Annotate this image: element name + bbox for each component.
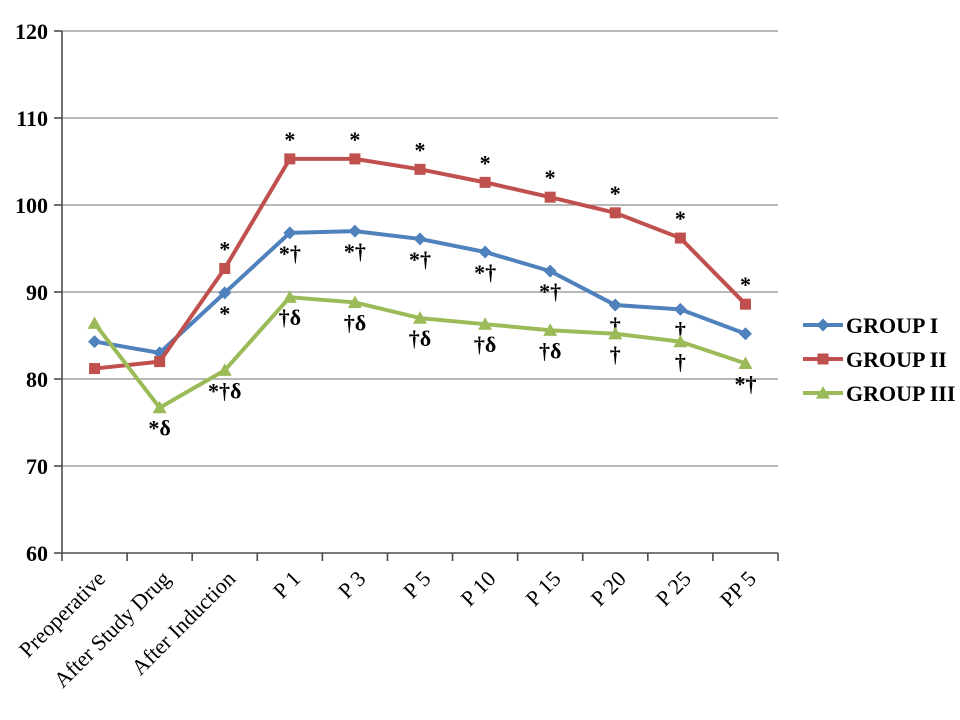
data-point-marker bbox=[283, 226, 297, 240]
significance-annotation: * bbox=[480, 150, 491, 175]
significance-annotation: *† bbox=[344, 239, 366, 264]
data-point-marker bbox=[414, 163, 426, 175]
data-point-marker bbox=[544, 191, 556, 203]
significance-annotation: *† bbox=[409, 247, 431, 272]
significance-annotation: *† bbox=[734, 371, 756, 396]
significance-annotation: * bbox=[740, 272, 751, 297]
legend-label: GROUP II bbox=[846, 347, 947, 372]
y-axis-label-70: 70 bbox=[26, 454, 48, 479]
significance-annotation: * bbox=[415, 137, 426, 162]
series-group-1-group-i: * *† *† *† *† *† † † bbox=[88, 224, 752, 360]
significance-annotation: †δ bbox=[279, 305, 301, 330]
significance-annotation: † bbox=[610, 313, 621, 338]
data-point-marker bbox=[347, 295, 362, 309]
data-point-marker bbox=[152, 400, 167, 414]
data-point-marker bbox=[609, 207, 621, 219]
significance-annotation: *†δ bbox=[208, 378, 241, 403]
legend: GROUP I GROUP II GROUP III bbox=[803, 313, 955, 406]
x-axis-label-6: P 5 bbox=[398, 566, 435, 603]
axes bbox=[54, 30, 779, 561]
data-point-marker bbox=[218, 286, 232, 300]
data-point-marker bbox=[217, 363, 232, 376]
significance-annotation: * bbox=[610, 181, 621, 206]
legend-label: GROUP III bbox=[846, 381, 955, 406]
data-point-marker bbox=[478, 245, 492, 259]
significance-annotation: †δ bbox=[409, 326, 431, 351]
significance-annotation: *† bbox=[474, 260, 496, 285]
significance-annotation: †δ bbox=[344, 310, 366, 335]
x-axis-label-7: P 10 bbox=[455, 566, 500, 611]
data-point-marker bbox=[543, 323, 558, 336]
data-point-marker bbox=[89, 363, 101, 375]
legend-item-group-ii: GROUP II bbox=[803, 347, 947, 372]
significance-annotation: * bbox=[349, 127, 360, 152]
significance-annotation: † bbox=[675, 350, 686, 375]
x-axis-label-8: P 15 bbox=[521, 566, 566, 611]
y-axis-label-110: 110 bbox=[16, 106, 48, 131]
significance-annotation: *† bbox=[539, 279, 561, 304]
series-group-3-group-iii: *δ*†δ†δ †δ†δ †δ †δ † †*† bbox=[87, 290, 756, 441]
legend-marker bbox=[816, 318, 830, 332]
y-axis-label-120: 120 bbox=[15, 19, 48, 44]
y-axis-label-100: 100 bbox=[15, 193, 48, 218]
significance-annotation: † bbox=[675, 317, 686, 342]
significance-annotation: * bbox=[219, 301, 230, 326]
significance-annotation: *δ bbox=[148, 416, 170, 441]
significance-annotation: † bbox=[610, 342, 621, 367]
data-point-marker bbox=[608, 298, 622, 312]
x-axis-label-11: PP 5 bbox=[715, 566, 761, 612]
significance-annotation: * bbox=[675, 206, 686, 231]
data-point-marker bbox=[673, 302, 687, 316]
data-point-marker bbox=[543, 264, 557, 278]
data-point-marker bbox=[478, 317, 493, 330]
data-point-marker bbox=[673, 334, 688, 348]
x-axis-label-5: P 3 bbox=[333, 566, 370, 603]
x-axis-label-9: P 20 bbox=[586, 566, 631, 611]
data-point-marker bbox=[87, 316, 102, 329]
significance-annotation: *† bbox=[279, 241, 301, 266]
gridlines bbox=[62, 30, 778, 467]
y-axis-label-80: 80 bbox=[26, 367, 48, 392]
y-axis-label-90: 90 bbox=[26, 280, 48, 305]
y-axis-labels: 60 70 80 90 100 110 120 bbox=[15, 19, 48, 566]
data-point-marker bbox=[413, 311, 427, 324]
significance-annotation: * bbox=[545, 165, 556, 190]
data-point-marker bbox=[348, 224, 362, 238]
data-point-marker bbox=[739, 298, 751, 310]
data-point-marker bbox=[282, 290, 297, 303]
legend-item-group-iii: GROUP III bbox=[803, 381, 955, 406]
data-point-marker bbox=[674, 232, 686, 244]
legend-item-group-i: GROUP I bbox=[803, 313, 938, 338]
data-point-marker bbox=[154, 356, 166, 368]
significance-annotation: * bbox=[284, 127, 295, 152]
data-point-marker bbox=[479, 176, 491, 188]
legend-marker bbox=[817, 353, 829, 365]
data-point-marker bbox=[738, 356, 753, 369]
y-axis-label-60: 60 bbox=[26, 541, 48, 566]
data-point-marker bbox=[413, 232, 427, 246]
legend-label: GROUP I bbox=[846, 313, 938, 338]
data-point-marker bbox=[284, 153, 296, 165]
significance-annotation: †δ bbox=[474, 332, 496, 357]
data-point-marker bbox=[738, 327, 752, 341]
legend-marker bbox=[816, 386, 830, 399]
significance-annotation: †δ bbox=[539, 338, 561, 363]
x-axis-label-2: After Study Drug bbox=[49, 566, 176, 693]
data-point-marker bbox=[608, 326, 623, 340]
x-axis-label-4: P 1 bbox=[268, 566, 305, 603]
data-point-marker bbox=[88, 335, 102, 349]
data-point-marker bbox=[219, 263, 231, 275]
x-axis-label-10: P 25 bbox=[651, 566, 696, 611]
significance-annotation: * bbox=[219, 237, 230, 262]
data-point-marker bbox=[349, 153, 361, 165]
series-group-2-group-ii: * * * * * * * * * bbox=[89, 127, 751, 375]
